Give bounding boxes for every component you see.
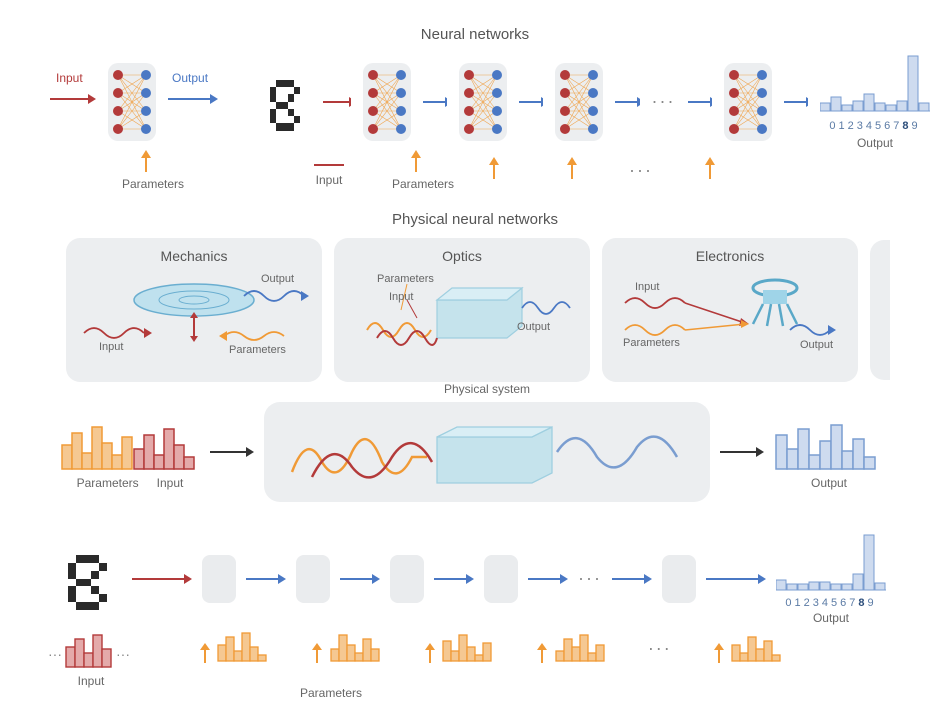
digit-8-image — [265, 73, 312, 131]
output-hist: Output — [774, 415, 884, 490]
physical-system: Physical system — [264, 402, 710, 502]
digit-8-image — [60, 548, 122, 610]
svg-text:Input: Input — [635, 281, 659, 293]
chain-output-label: Output — [820, 136, 930, 150]
input-label: Input — [56, 71, 83, 85]
phys-block — [390, 555, 424, 603]
nn-block — [459, 63, 507, 141]
phys-block — [202, 555, 236, 603]
params-label: Parameters — [122, 177, 170, 191]
nn-block — [555, 63, 603, 141]
mechanics-card: Mechanics Input Output Parameters — [66, 238, 322, 382]
ellipsis: ··· — [652, 91, 676, 112]
output-chart: 0123456789 Output — [820, 53, 930, 150]
output-chart: 0123456789 Output — [776, 532, 886, 625]
card-title: Optics — [346, 248, 578, 264]
nn-block — [724, 63, 772, 141]
card-title: Mechanics — [78, 248, 310, 264]
svg-text:Parameters: Parameters — [377, 273, 434, 285]
output-label: Output — [172, 71, 208, 85]
svg-text:Output: Output — [517, 321, 550, 333]
svg-text:Output: Output — [800, 339, 833, 351]
svg-text:Input: Input — [99, 341, 123, 353]
electronics-card: Electronics Input Parameters Output — [602, 238, 858, 382]
svg-text:Output: Output — [261, 273, 294, 285]
params-input-hist: Parameters Input — [60, 415, 200, 490]
output-label: Output — [776, 611, 886, 625]
input-hist: ··· ··· — [48, 629, 134, 669]
ellipsis: ··· — [648, 638, 672, 659]
svg-text:Input: Input — [389, 291, 413, 303]
nn-block — [363, 63, 411, 141]
optics-card: Optics Parameters Input Output — [334, 238, 590, 382]
section2-title: Physical neural networks — [20, 211, 930, 228]
input-label: Input — [157, 476, 184, 490]
output-label: Output — [774, 476, 884, 490]
ellipsis: ··· — [578, 568, 602, 589]
chain-params-label: Parameters — [392, 177, 440, 191]
phys-block — [662, 555, 696, 603]
svg-text:···: ··· — [48, 646, 62, 662]
system-title: Physical system — [264, 382, 710, 396]
params-label: Parameters — [77, 476, 139, 490]
phys-block — [296, 555, 330, 603]
input-label: Input — [48, 674, 134, 688]
card-title: Electronics — [614, 248, 846, 264]
svg-text:Parameters: Parameters — [229, 344, 286, 356]
params-label: Parameters — [300, 686, 930, 700]
phys-block — [484, 555, 518, 603]
chain-input-label: Input — [300, 173, 358, 187]
section1-title: Neural networks — [20, 26, 930, 43]
nn-block — [108, 63, 156, 141]
svg-text:Parameters: Parameters — [623, 337, 680, 349]
svg-text:···: ··· — [116, 646, 130, 662]
